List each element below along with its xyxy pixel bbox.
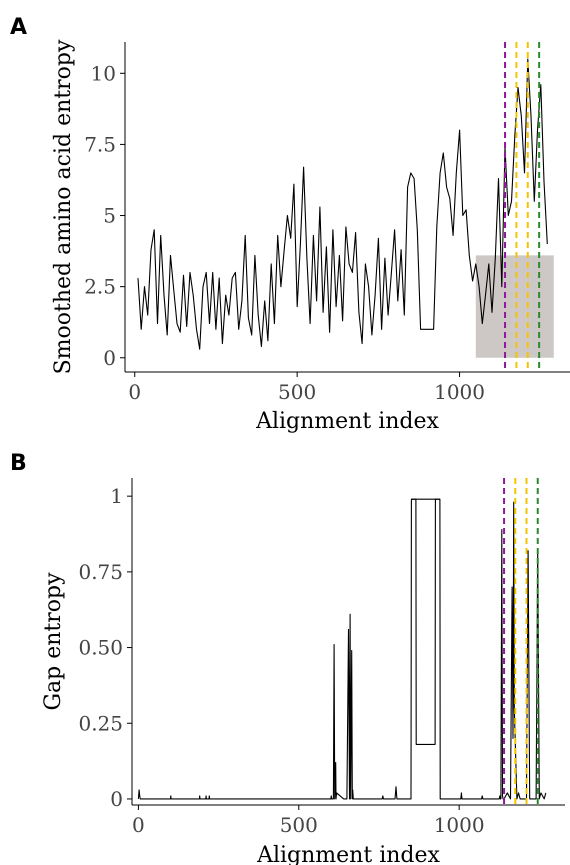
y-tick-label: 1 bbox=[110, 484, 123, 508]
x-tick-label: 500 bbox=[278, 380, 316, 404]
y-tick-label: 0.25 bbox=[78, 711, 123, 735]
x-tick-label: 0 bbox=[128, 380, 141, 404]
panel-b: B 0 0.25 0.50 0.75 1 0 500 1000 Alignment index Ga… bbox=[10, 451, 565, 865]
y-tick-label: 5 bbox=[103, 204, 116, 228]
y-tick-label: 7.5 bbox=[84, 132, 116, 156]
x-tick-label: 0 bbox=[132, 813, 145, 837]
series-line-1 bbox=[137, 58, 548, 350]
y-tick-label: 2.5 bbox=[84, 275, 116, 299]
x-axis-title: Alignment index bbox=[255, 409, 439, 434]
x-axis-title: Alignment index bbox=[256, 843, 440, 865]
panel-a: A 0 2.5 5 7.5 10 0 500 1000 Alignment index Smooth… bbox=[10, 15, 570, 434]
series-line-1 bbox=[137, 498, 547, 800]
y-tick-label: 10 bbox=[91, 61, 116, 85]
panel-label: B bbox=[10, 451, 27, 476]
x-tick-label: 500 bbox=[280, 813, 318, 837]
y-tick-label: 0.75 bbox=[78, 560, 123, 584]
shaded-region bbox=[475, 255, 554, 358]
series-line-2 bbox=[411, 498, 440, 745]
panel-label: A bbox=[10, 15, 27, 40]
y-tick-label: 0 bbox=[110, 787, 123, 811]
y-axis-title: Smoothed amino acid entropy bbox=[51, 39, 76, 374]
y-axis-title: Gap entropy bbox=[41, 572, 66, 711]
y-tick-label: 0 bbox=[103, 346, 116, 370]
y-tick-label: 0.50 bbox=[78, 636, 123, 660]
x-tick-label: 1000 bbox=[434, 813, 485, 837]
x-tick-label: 1000 bbox=[434, 380, 485, 404]
